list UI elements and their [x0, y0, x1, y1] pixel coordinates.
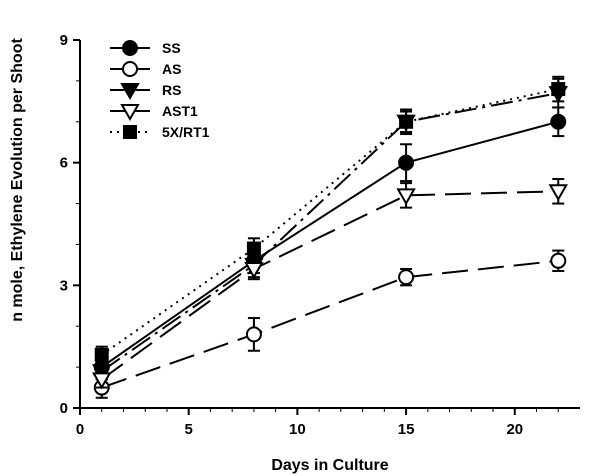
data-point [399, 114, 414, 129]
series-ss [93, 106, 567, 381]
axes [79, 40, 580, 409]
data-point [548, 184, 568, 202]
y-tick-label: 0 [60, 400, 68, 417]
legend-label: AST1 [162, 103, 198, 119]
legend-label: AS [162, 61, 181, 77]
x-tick-label: 5 [185, 421, 193, 438]
y-tick-label: 9 [60, 32, 68, 49]
data-point [244, 261, 264, 279]
legend-marker [122, 61, 138, 77]
legend-marker [120, 83, 140, 101]
data-point [94, 347, 109, 362]
data-point [398, 269, 415, 286]
series-line [101, 88, 559, 356]
legend-item: 5X/RT1 [110, 124, 210, 140]
data-point [396, 188, 416, 206]
legend-marker [123, 125, 137, 139]
y-axis-label: n mole, Ethylene Evolution per Shoot [9, 38, 26, 322]
series-as [93, 249, 567, 399]
x-tick-label: 0 [76, 421, 84, 438]
x-tick-label: 20 [506, 421, 523, 438]
x-axis-label: Days in Culture [271, 457, 388, 474]
legend: SS AS RS AST1 5X/RT1 [110, 40, 210, 140]
data-point [245, 326, 262, 343]
data-point [246, 241, 261, 256]
series-line [101, 92, 559, 373]
series-layer [92, 75, 568, 399]
legend-label: RS [162, 82, 181, 98]
legend-marker [122, 40, 138, 56]
legend-item: RS [110, 82, 181, 101]
series-5x-rt1 [94, 75, 566, 365]
series-line [101, 259, 559, 389]
data-point [398, 154, 415, 171]
ticks: 0 5 10 15 20 0 3 6 9 [60, 32, 559, 438]
legend-item: AST1 [110, 103, 198, 122]
series-line [101, 120, 559, 368]
legend-item: AS [110, 61, 181, 77]
data-point [92, 372, 112, 390]
legend-item: SS [110, 40, 181, 56]
legend-label: 5X/RT1 [162, 124, 210, 140]
x-tick-label: 15 [398, 421, 415, 438]
legend-label: SS [162, 40, 181, 56]
y-tick-label: 6 [60, 155, 68, 172]
data-point [550, 113, 567, 130]
data-point [551, 82, 566, 97]
x-tick-label: 10 [289, 421, 306, 438]
series-line [101, 190, 559, 381]
series-ast1 [92, 178, 568, 390]
y-tick-label: 3 [60, 277, 68, 294]
data-point [550, 252, 567, 269]
legend-marker [120, 104, 140, 122]
